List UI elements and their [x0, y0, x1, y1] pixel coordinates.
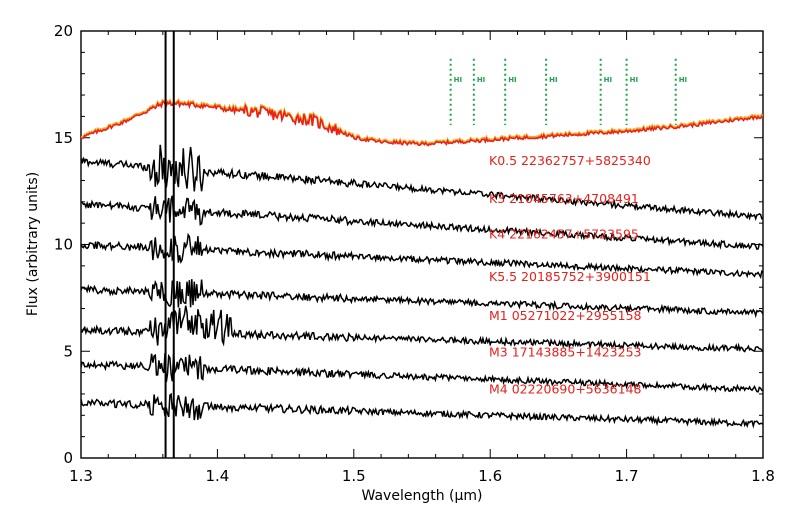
spectrum-line	[81, 305, 763, 353]
spectrum-labels: K0.5 22362757+5825340 K3 21045763+4708491…	[489, 153, 651, 396]
spectrum-line	[81, 144, 763, 222]
spectrum-line	[81, 195, 763, 250]
spectrum-label: K3 21045763+4708491	[489, 191, 639, 206]
spectrum-label: K5.5 20185752+3900151	[489, 269, 651, 284]
y-tick-label: 20	[54, 22, 73, 40]
spectrum-label: M1 05271022+2955158	[489, 308, 642, 323]
spectrum-label: M4 02220690+5636148	[489, 381, 642, 396]
hydrogen-line-label: HI	[454, 76, 462, 84]
y-tick-label: 5	[63, 342, 73, 360]
x-tick-label: 1.3	[69, 467, 93, 485]
composite-underlay-line	[81, 97, 763, 146]
spectrum-line	[81, 232, 763, 280]
axis-ticks	[80, 30, 764, 459]
spectrum-line	[81, 279, 763, 319]
x-tick-label: 1.5	[342, 467, 366, 485]
x-tick-label: 1.8	[751, 467, 775, 485]
hydrogen-line-label: HI	[508, 76, 516, 84]
y-axis-label: Flux (arbitrary units)	[25, 172, 41, 316]
hydrogen-line-label: HI	[630, 76, 638, 84]
tick-labels: 1.3 1.4 1.5 1.6 1.7 1.8 0 5 10 15 20	[54, 22, 775, 485]
spectrum-label: K4 22162457+5723595	[489, 227, 639, 242]
x-tick-label: 1.6	[478, 467, 502, 485]
y-tick-label: 10	[54, 236, 73, 254]
hydrogen-line-label: HI	[549, 76, 557, 84]
x-tick-label: 1.4	[205, 467, 229, 485]
spectrum-line	[81, 392, 763, 429]
composite-spectrum-line	[81, 99, 763, 147]
hydrogen-line-label: HI	[477, 76, 485, 84]
x-axis-label: Wavelength (μm)	[362, 488, 483, 504]
hydrogen-line-label: HI	[604, 76, 612, 84]
hydrogen-lines: HI HI HI HI HI HI HI	[449, 58, 687, 125]
spectrum-label: M3 17143885+1423253	[489, 344, 641, 359]
hydrogen-line-label: HI	[679, 76, 687, 84]
x-tick-label: 1.7	[615, 467, 639, 485]
spectrum-label: K0.5 22362757+5825340	[489, 153, 651, 168]
plot-frame	[80, 30, 764, 459]
y-tick-label: 15	[54, 129, 73, 147]
spectra-series	[81, 97, 763, 429]
y-tick-label: 0	[63, 449, 73, 467]
spectrum-line	[81, 353, 763, 393]
telluric-gap-lines	[164, 31, 175, 458]
